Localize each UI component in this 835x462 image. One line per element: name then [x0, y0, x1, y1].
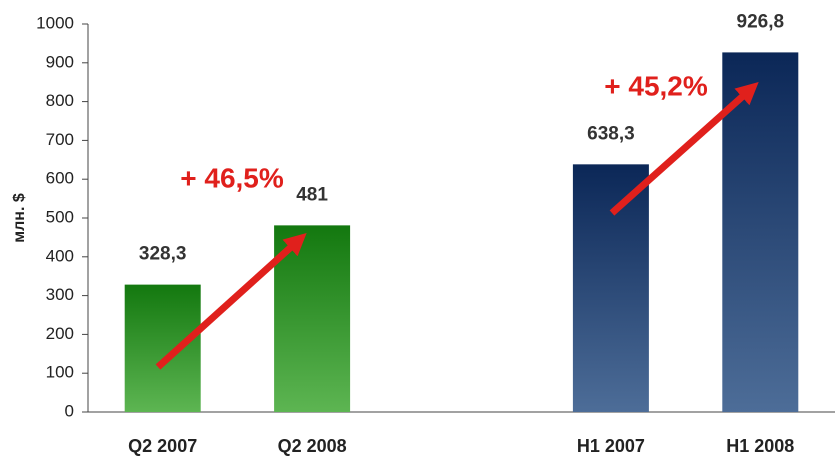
growth-arrow: [609, 82, 759, 216]
y-axis-label: млн. $: [11, 193, 28, 243]
bar: [572, 164, 649, 412]
value-label: 638,3: [587, 123, 635, 144]
bar: [124, 284, 201, 412]
y-tick-label: 0: [65, 401, 74, 420]
y-tick-label: 700: [46, 130, 74, 149]
value-label: 328,3: [139, 244, 187, 265]
annotation: + 46,5%: [180, 162, 284, 193]
y-tick-label: 400: [46, 246, 74, 265]
y-tick-label: 200: [46, 324, 74, 343]
x-tick-label: Q2 2008: [278, 436, 347, 456]
value-label: 926,8: [737, 11, 785, 32]
y-tick-label: 300: [46, 285, 74, 304]
x-tick-label: H1 2008: [726, 436, 794, 456]
y-tick-label: 900: [46, 52, 74, 71]
y-tick-label: 100: [46, 363, 74, 382]
y-tick-label: 600: [46, 169, 74, 188]
x-tick-label: Q2 2007: [128, 436, 197, 456]
value-label: 481: [296, 184, 328, 205]
bar: [722, 52, 799, 412]
x-tick-label: H1 2007: [577, 436, 645, 456]
y-tick-label: 500: [46, 207, 74, 226]
growth-arrow: [155, 233, 307, 370]
y-tick-label: 800: [46, 91, 74, 110]
annotation: + 45,2%: [604, 70, 708, 101]
bar: [274, 225, 351, 412]
y-tick-label: 1000: [36, 13, 74, 32]
